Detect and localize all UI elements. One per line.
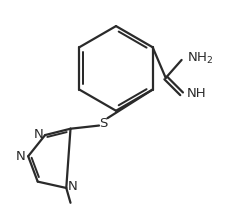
Text: NH$_2$: NH$_2$ bbox=[186, 51, 212, 66]
Text: N: N bbox=[34, 128, 43, 141]
Text: N: N bbox=[67, 180, 77, 193]
Text: S: S bbox=[99, 117, 107, 130]
Text: NH: NH bbox=[186, 87, 206, 100]
Text: N: N bbox=[16, 150, 26, 163]
